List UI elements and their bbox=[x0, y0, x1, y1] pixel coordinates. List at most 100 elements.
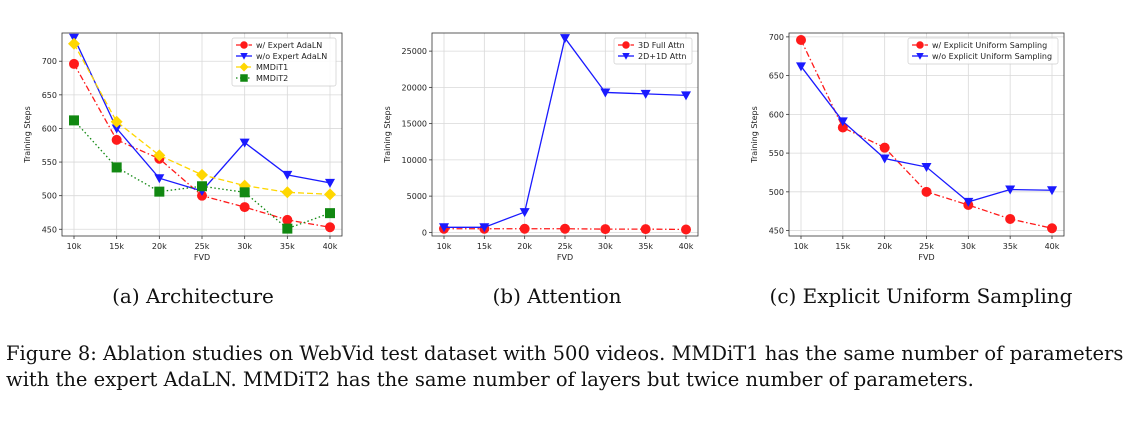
data-point bbox=[796, 62, 806, 72]
chart-panel-attention: 10k 15k 20k 25k 30k 35k 40k 0 5000 10000 15000 2000… bbox=[370, 28, 720, 283]
data-point bbox=[837, 122, 848, 133]
legend-marker bbox=[239, 62, 249, 72]
data-point bbox=[1047, 223, 1057, 234]
y-tick-label: 550 bbox=[769, 149, 784, 158]
data-point bbox=[239, 187, 250, 198]
data-point bbox=[1047, 186, 1057, 196]
x-tick-label: 35k bbox=[1003, 242, 1018, 251]
series-0 bbox=[796, 34, 1057, 234]
chart-architecture: 10k 15k 20k 25k 30k 35k 40k 450 500 550 600 650 700 F… bbox=[23, 32, 343, 262]
data-point bbox=[282, 223, 293, 234]
data-point bbox=[600, 224, 611, 235]
x-tick-label: 25k bbox=[919, 242, 934, 251]
data-point bbox=[560, 34, 570, 44]
legend-label: MMDiT2 bbox=[256, 74, 288, 83]
data-point bbox=[921, 186, 932, 197]
data-point bbox=[879, 154, 890, 164]
data-point bbox=[439, 223, 449, 233]
grid bbox=[432, 33, 698, 236]
data-point bbox=[681, 224, 691, 235]
legend-label: 2D+1D Attn bbox=[638, 52, 686, 61]
legend: w/ Explicit Uniform Sampling w/o Explicit… bbox=[907, 37, 1059, 65]
data-point bbox=[239, 138, 250, 148]
legend-marker bbox=[916, 41, 924, 49]
x-axis-label: FVD bbox=[918, 253, 934, 262]
x-tick-label: 10k bbox=[794, 242, 809, 251]
y-tick-label: 550 bbox=[42, 158, 57, 167]
data-point bbox=[196, 168, 208, 181]
series-1 bbox=[796, 62, 1057, 207]
legend: w/ Expert AdaLN w/o Expert AdaLN MMDiT1 MMD… bbox=[231, 37, 337, 87]
data-point bbox=[325, 208, 335, 219]
legend-label: w/ Explicit Uniform Sampling bbox=[932, 41, 1047, 50]
legend-marker bbox=[240, 74, 248, 82]
data-point bbox=[111, 162, 122, 173]
data-point bbox=[281, 186, 294, 199]
legend-label: w/o Explicit Uniform Sampling bbox=[932, 52, 1052, 61]
data-point bbox=[154, 174, 165, 184]
x-tick-label: 10k bbox=[437, 242, 452, 251]
data-point bbox=[153, 149, 166, 162]
subcaption-architecture: (a) Architecture bbox=[112, 284, 274, 308]
x-tick-label: 20k bbox=[877, 242, 892, 251]
x-tick-label: 20k bbox=[517, 242, 532, 251]
data-point bbox=[325, 178, 335, 188]
data-point bbox=[324, 188, 336, 201]
y-tick-label: 15000 bbox=[402, 120, 427, 129]
y-tick-label: 600 bbox=[42, 124, 57, 133]
y-tick-label: 5000 bbox=[407, 192, 427, 201]
data-point bbox=[879, 142, 890, 153]
data-point bbox=[640, 224, 651, 235]
data-point bbox=[69, 58, 79, 69]
legend: 3D Full Attn 2D+1D Attn bbox=[613, 37, 693, 65]
y-tick-label: 500 bbox=[769, 188, 784, 197]
y-tick-label: 600 bbox=[769, 110, 784, 119]
legend-label: w/o Expert AdaLN bbox=[256, 52, 327, 61]
data-point bbox=[921, 163, 932, 173]
y-tick-label: 500 bbox=[42, 192, 57, 201]
x-tick-label: 40k bbox=[323, 242, 338, 251]
y-tick-label: 700 bbox=[769, 33, 784, 42]
legend-label: w/ Expert AdaLN bbox=[256, 41, 322, 50]
y-tick-label: 0 bbox=[422, 228, 427, 237]
legend-marker bbox=[622, 41, 630, 49]
y-tick-label: 450 bbox=[769, 227, 784, 236]
x-axis-label: FVD bbox=[194, 253, 210, 262]
chart-uniform-sampling: 10k 15k 20k 25k 30k 35k 40k 450 500 550 600 650 700 F… bbox=[750, 32, 1065, 262]
data-point bbox=[963, 197, 974, 207]
data-point bbox=[796, 34, 806, 45]
data-point bbox=[282, 170, 293, 180]
chart-panel-uniform-sampling: 10k 15k 20k 25k 30k 35k 40k 450 500 550 600 650 700 F… bbox=[735, 28, 1085, 283]
y-tick-label: 650 bbox=[42, 91, 57, 100]
data-point bbox=[1005, 185, 1016, 195]
x-tick-label: 15k bbox=[835, 242, 850, 251]
x-tick-label: 30k bbox=[237, 242, 252, 251]
data-point bbox=[111, 134, 122, 145]
series-0 bbox=[439, 223, 691, 235]
data-point bbox=[69, 115, 79, 126]
legend-box bbox=[231, 37, 337, 87]
data-point bbox=[837, 117, 848, 127]
data-point bbox=[681, 91, 691, 101]
ticks: 10k 15k 20k 25k 30k 35k 40k 450 500 550 600 650 700 bbox=[42, 57, 338, 251]
series-2 bbox=[68, 37, 336, 201]
x-tick-label: 15k bbox=[477, 242, 492, 251]
subcaption-uniform-sampling: (c) Explicit Uniform Sampling bbox=[769, 284, 1073, 308]
data-point bbox=[600, 88, 611, 98]
chart-panel-architecture: 10k 15k 20k 25k 30k 35k 40k 450 500 550 600 650 700 F… bbox=[0, 28, 350, 283]
data-point bbox=[640, 89, 651, 99]
x-tick-label: 15k bbox=[109, 242, 124, 251]
ticks: 10k 15k 20k 25k 30k 35k 40k 0 5000 10000 15000 2000… bbox=[402, 47, 694, 251]
data-point bbox=[110, 115, 123, 128]
y-axis-label: Training Steps bbox=[383, 106, 392, 164]
legend-marker bbox=[240, 53, 248, 60]
data-point bbox=[197, 181, 207, 192]
x-tick-label: 25k bbox=[558, 242, 573, 251]
y-tick-label: 650 bbox=[769, 72, 784, 81]
x-tick-label: 25k bbox=[195, 242, 210, 251]
legend-marker bbox=[916, 53, 924, 60]
data-point bbox=[1005, 213, 1016, 224]
legend-label: 3D Full Attn bbox=[638, 41, 685, 50]
legend-box bbox=[907, 37, 1059, 65]
data-point bbox=[560, 223, 570, 234]
